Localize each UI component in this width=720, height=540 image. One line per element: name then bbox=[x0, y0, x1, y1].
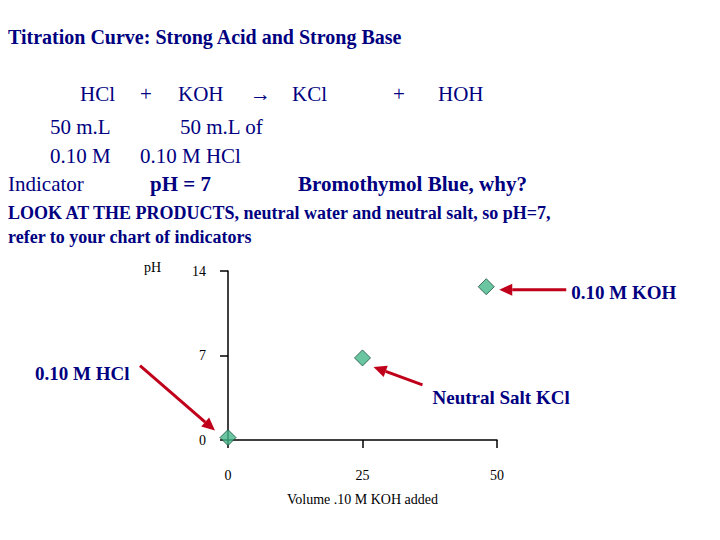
svg-text:7: 7 bbox=[199, 348, 206, 363]
html-text:HCl: HCl bbox=[80, 82, 115, 106]
svg-text:Neutral Salt KCl: Neutral Salt KCl bbox=[433, 387, 570, 408]
svg-text:50: 50 bbox=[490, 468, 504, 483]
html-text:refer to your chart of indicat: refer to your chart of indicators bbox=[8, 227, 252, 247]
html-text:Bromothymol Blue, why?: Bromothymol Blue, why? bbox=[298, 172, 527, 196]
html-text:50 m.L of: 50 m.L of bbox=[180, 115, 263, 139]
svg-text:25: 25 bbox=[356, 468, 370, 483]
html-text:Titration Curve: Strong Acid a: Titration Curve: Strong Acid and Strong … bbox=[8, 26, 402, 48]
html-text:50 m.L: 50 m.L bbox=[50, 115, 111, 139]
html-text:HOH: HOH bbox=[438, 82, 484, 106]
html-text:Indicator: Indicator bbox=[8, 172, 84, 196]
svg-text:pH: pH bbox=[144, 260, 161, 275]
svg-text:0.10 M KOH: 0.10 M KOH bbox=[571, 282, 676, 303]
html-text:0.10 M HCl: 0.10 M HCl bbox=[140, 144, 241, 168]
svg-text:Volume .10 M KOH added: Volume .10 M KOH added bbox=[287, 492, 438, 507]
html-text:KCl: KCl bbox=[292, 82, 327, 106]
svg-text:14: 14 bbox=[192, 264, 206, 279]
html-text:KOH: KOH bbox=[178, 82, 224, 106]
html-text:0.10 M: 0.10 M bbox=[50, 144, 111, 168]
html-text:LOOK AT THE PRODUCTS, neutral: LOOK AT THE PRODUCTS, neutral water and … bbox=[8, 203, 551, 223]
svg-text:0: 0 bbox=[199, 433, 206, 448]
svg-text:0: 0 bbox=[225, 468, 232, 483]
html-text:pH = 7: pH = 7 bbox=[150, 172, 211, 196]
svg-text:0.10 M HCl: 0.10 M HCl bbox=[35, 363, 129, 384]
